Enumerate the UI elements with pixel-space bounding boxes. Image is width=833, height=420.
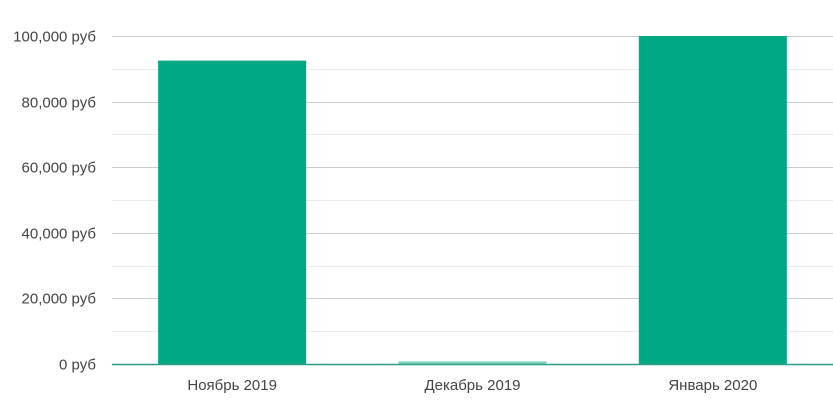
y-tick-label: 0 руб	[59, 357, 96, 374]
y-tick-label: 60,000 руб	[22, 160, 96, 177]
x-tick-label: Ноябрь 2019	[187, 377, 277, 394]
x-tick-label: Декабрь 2019	[424, 377, 520, 394]
bar	[638, 36, 787, 364]
bar	[398, 361, 547, 364]
y-tick-label: 20,000 руб	[22, 291, 96, 308]
y-tick-label: 100,000 руб	[13, 29, 96, 46]
x-tick-label: Январь 2020	[668, 377, 757, 394]
bars	[158, 36, 787, 364]
y-tick-label: 40,000 руб	[22, 226, 96, 243]
y-tick-label: 80,000 руб	[22, 95, 96, 112]
axes: 0 руб 20,000 руб 40,000 руб 60,000 руб 80,00…	[13, 29, 833, 394]
bar	[158, 60, 307, 364]
